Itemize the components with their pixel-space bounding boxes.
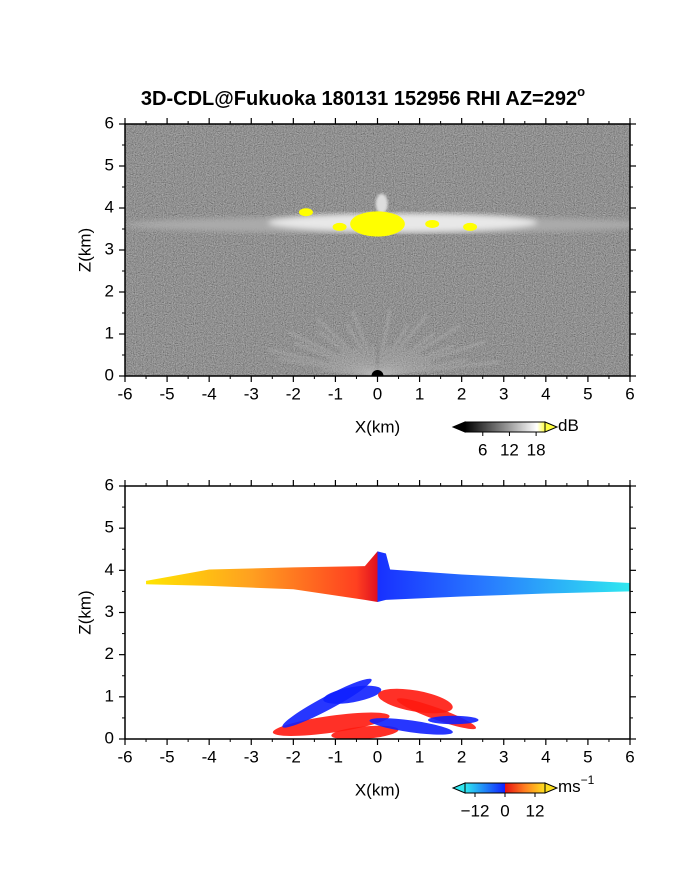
echo-ray xyxy=(376,324,409,376)
x-tick-label: -5 xyxy=(160,747,175,766)
colorbar-tick-label: 18 xyxy=(527,440,546,459)
echo-ray xyxy=(376,313,429,376)
colorbar-tick-label: 12 xyxy=(500,440,519,459)
x-tick-label: -6 xyxy=(117,747,132,766)
y-tick-label: 3 xyxy=(105,239,114,258)
x-axis-label: X(km) xyxy=(355,417,400,436)
echo-ray xyxy=(323,368,378,376)
colorbar-low-arrow xyxy=(451,782,466,794)
strong-echo xyxy=(350,211,405,237)
strong-echo xyxy=(463,222,478,231)
x-tick-label: 2 xyxy=(457,384,466,403)
echo-ray xyxy=(350,310,379,376)
unit-text: dB xyxy=(558,416,579,435)
y-axis-label: Z(km) xyxy=(75,590,94,634)
velocity-lobe xyxy=(331,725,399,739)
velocity-lobe xyxy=(272,712,390,736)
unit-superscript: −1 xyxy=(581,773,595,787)
plot-frame xyxy=(124,485,631,740)
x-tick-label: -2 xyxy=(286,384,301,403)
x-tick-label: 4 xyxy=(541,747,550,766)
y-tick-label: 4 xyxy=(105,197,114,216)
velocity-lobe xyxy=(323,685,382,704)
y-axis-label: Z(km) xyxy=(75,228,94,272)
echo-ray xyxy=(316,317,379,376)
x-tick-label: 1 xyxy=(415,747,424,766)
y-tick-label: 6 xyxy=(105,475,114,494)
velocity-lobe xyxy=(369,718,453,735)
colorbar-low-arrow xyxy=(451,421,466,433)
origin xyxy=(371,370,384,376)
field xyxy=(125,124,630,376)
strong-echo xyxy=(425,219,440,228)
colorbar-high-arrow xyxy=(544,421,559,433)
x-tick-label: 5 xyxy=(583,384,592,403)
x-tick-label: -1 xyxy=(328,384,343,403)
title-text: 3D-CDL@Fukuoka 180131 152956 RHI AZ=292 xyxy=(141,88,577,110)
y-tick-label: 2 xyxy=(105,644,114,663)
unit-text: ms xyxy=(558,777,581,796)
colorbar-unit: dB xyxy=(558,416,579,435)
y-tick-label: 4 xyxy=(105,560,114,579)
y-tick-label: 0 xyxy=(105,365,114,384)
colorbar-tick-label: 6 xyxy=(478,440,487,459)
x-tick-label: 3 xyxy=(499,747,508,766)
velocity-band xyxy=(146,551,630,602)
x-axis-label: X(km) xyxy=(355,780,400,799)
echo-ray xyxy=(376,309,392,376)
x-tick-label: -1 xyxy=(328,747,343,766)
velocity-lobe xyxy=(428,715,479,725)
y-tick-label: 6 xyxy=(105,113,114,132)
x-tick-label: 4 xyxy=(541,384,550,403)
chart-title: 3D-CDL@Fukuoka 180131 152956 RHI AZ=292o xyxy=(141,84,585,110)
colorbar xyxy=(464,421,546,433)
x-tick-label: 6 xyxy=(625,384,634,403)
x-tick-label: 3 xyxy=(499,384,508,403)
y-tick-label: 2 xyxy=(105,281,114,300)
y-tick-label: 5 xyxy=(105,155,114,174)
y-tick-label: 1 xyxy=(105,686,114,705)
x-tick-label: 1 xyxy=(415,384,424,403)
x-tick-label: -6 xyxy=(117,384,132,403)
x-tick-label: -2 xyxy=(286,747,301,766)
strong-echo xyxy=(332,222,347,231)
x-tick-label: 5 xyxy=(583,747,592,766)
title-superscript: o xyxy=(577,84,585,99)
colorbar-tick-label: 12 xyxy=(526,801,545,820)
echo-ray xyxy=(376,324,461,376)
y-tick-label: 1 xyxy=(105,323,114,342)
x-tick-label: 2 xyxy=(457,747,466,766)
x-tick-label: -4 xyxy=(202,384,217,403)
colorbar-tick-label: −12 xyxy=(461,801,490,820)
colorbar xyxy=(464,782,546,794)
x-tick-label: -4 xyxy=(202,747,217,766)
x-tick-label: 6 xyxy=(625,747,634,766)
colorbar-high-arrow xyxy=(544,782,559,794)
colorbar-tick-label: 0 xyxy=(500,801,509,820)
cloud-top xyxy=(375,193,388,214)
x-tick-label: 0 xyxy=(373,384,382,403)
strong-echo xyxy=(298,208,313,217)
x-tick-label: -3 xyxy=(244,747,259,766)
x-tick-label: -3 xyxy=(244,384,259,403)
y-tick-label: 3 xyxy=(105,602,114,621)
field xyxy=(146,551,630,739)
x-tick-label: -5 xyxy=(160,384,175,403)
x-tick-label: 0 xyxy=(373,747,382,766)
y-tick-label: 0 xyxy=(105,728,114,747)
colorbar-unit: ms−1 xyxy=(558,773,595,796)
y-tick-label: 5 xyxy=(105,518,114,537)
